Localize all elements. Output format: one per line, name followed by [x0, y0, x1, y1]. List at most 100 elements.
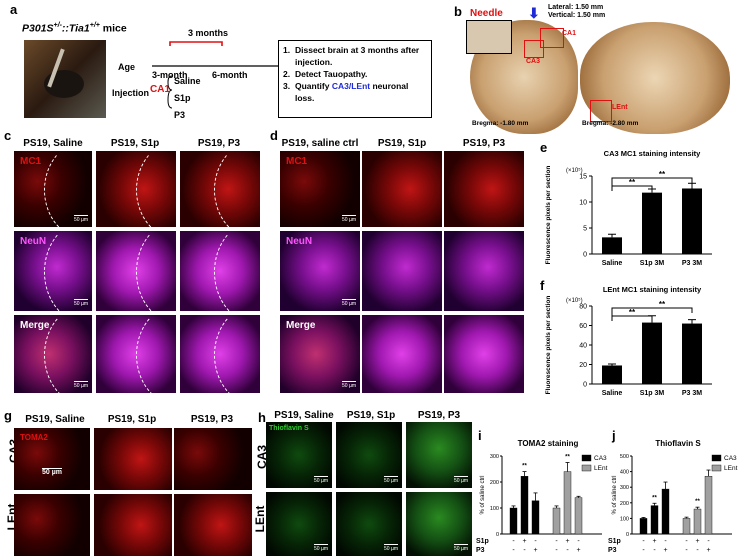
scale-bar: 50 µm [74, 217, 88, 223]
duration-label: 3 months [188, 28, 229, 38]
scale-bar: 50 µm [342, 383, 356, 389]
ca3-box [524, 40, 544, 58]
h-title-s1p: PS19, S1p [346, 410, 396, 421]
g-image-lent-s1p [94, 494, 172, 556]
scale-bar: 50 µm [384, 478, 398, 484]
h-image-lent-saline: 50 µm [266, 492, 332, 556]
scale-bar: 50 µm [454, 478, 468, 484]
sign-p3: + [706, 547, 710, 554]
bar [563, 471, 572, 535]
sig-bracket [611, 307, 693, 321]
sig-bracket [611, 177, 693, 191]
sig-marker: ** [659, 170, 666, 179]
chart-i: TOMA2 staining 0 100 200 300 % of saline ctrl… [476, 439, 608, 554]
d-title-saline: PS19, saline ctrl [281, 138, 359, 149]
brain-section-2 [580, 22, 730, 134]
y-tick-label: 0 [583, 382, 587, 389]
x-tick-label: S1p 3M [640, 260, 665, 267]
h-stain-label: Thioflavin S [269, 425, 309, 432]
bar [602, 365, 622, 384]
panel-label-f: f [540, 278, 545, 293]
y-tick-label: 15 [579, 174, 587, 181]
mouse-photo [24, 40, 106, 118]
treatment-saline: Saline [174, 76, 201, 86]
c-image-merge-saline: Merge 50 µm [14, 315, 92, 393]
c-outline [44, 151, 92, 227]
g-image-lent-p3 [174, 494, 252, 556]
bar [693, 508, 702, 535]
bregma-1: Bregma: -1.80 mm [472, 120, 529, 127]
sign-s1p: - [685, 538, 688, 545]
y-tick-label: 80 [579, 304, 587, 311]
x-tick-label: Saline [602, 390, 623, 397]
injection-label: Injection [112, 88, 150, 98]
g-title-saline: PS19, Saline [25, 414, 85, 425]
bar [650, 505, 659, 535]
y-tick-label: 300 [490, 454, 499, 460]
c-title-saline: PS19, Saline [23, 138, 83, 149]
bar [602, 237, 622, 254]
sign-p3: - [523, 547, 526, 554]
d-image-merge-s1p [362, 315, 442, 393]
panel-label-e: e [540, 140, 548, 155]
x-tick-label: S1p 3M [640, 390, 665, 397]
scale-bar: 50 µm [74, 301, 88, 307]
sign-p3: + [533, 547, 537, 554]
bar [682, 188, 702, 254]
lent-label: LEnt [612, 104, 628, 111]
chart-title: CA3 MC1 staining intensity [604, 149, 702, 158]
bar [531, 500, 540, 535]
sig-marker: ** [652, 495, 657, 501]
c-outline [136, 315, 176, 393]
panel-label-h: h [258, 410, 266, 425]
row-label-s1p: S1p [608, 538, 621, 545]
sign-p3: - [642, 547, 645, 554]
sig-marker: ** [522, 464, 527, 470]
g-title-s1p: PS19, S1p [107, 414, 157, 425]
y-tick-label: 200 [620, 501, 629, 507]
legend-label: LEnt [724, 465, 738, 472]
x-tick-label: P3 3M [682, 260, 702, 267]
sign-s1p: - [664, 538, 667, 545]
sign-s1p: + [652, 538, 656, 545]
h-image-ca3-p3: 50 µm [406, 422, 472, 488]
age-end: 6-month [212, 70, 248, 80]
chart-f: LEnt MC1 staining intensity (×10⁵) 0 20 40 60… [545, 285, 712, 397]
bar [520, 476, 529, 535]
ca1-label: CA1 [562, 30, 577, 37]
d-image-merge-p3 [444, 315, 524, 393]
scale-bar: 50 µm [454, 546, 468, 552]
y-tick-label: 5 [583, 226, 587, 233]
legend-swatch [711, 464, 722, 472]
sig-marker: ** [565, 455, 570, 461]
x-tick-label: Saline [602, 260, 623, 267]
bar [661, 488, 670, 535]
y-tick-label: 400 [620, 470, 629, 476]
g-title-p3: PS19, P3 [190, 414, 234, 425]
age-start: 3-month [152, 70, 188, 80]
x-tick-label: P3 3M [682, 390, 702, 397]
bar [704, 476, 713, 535]
bar [639, 518, 648, 535]
y-tick-label: 0 [626, 532, 629, 538]
mouse-strain: P301S+/-::Tia1+/+ mice [22, 22, 127, 35]
legend-label: CA3 [594, 455, 607, 462]
lent-box [590, 100, 612, 122]
y-tick-label: 200 [490, 480, 499, 486]
row-label-s1p: S1p [476, 538, 489, 545]
y-axis-label: Fluorescence pixels per section [545, 296, 552, 395]
ca1-box [540, 28, 564, 48]
sign-p3: - [653, 547, 656, 554]
h-image-lent-p3: 50 µm [406, 492, 472, 556]
treatment-s1p: S1p [174, 93, 191, 103]
y-scale-note: (×10⁵) [566, 167, 583, 174]
g-image-ca3-s1p [94, 428, 172, 490]
panel-label-a: a [10, 2, 18, 17]
sign-s1p: + [695, 538, 699, 545]
bar [642, 192, 662, 254]
legend-swatch [711, 454, 722, 462]
bar [682, 323, 702, 384]
procedure-box: 1. Dissect brain at 3 months after inject… [278, 40, 432, 118]
h-title-p3: PS19, P3 [417, 410, 461, 421]
c-image-merge-s1p [96, 315, 176, 393]
